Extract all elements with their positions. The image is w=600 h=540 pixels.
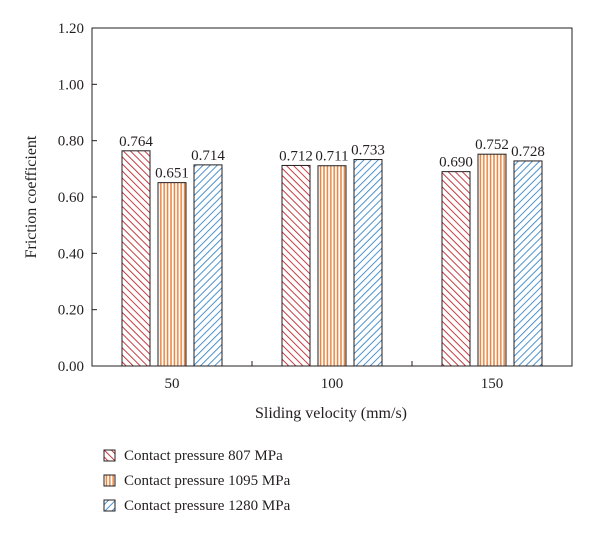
bar [281, 164, 311, 367]
y-tick-label: 0.00 [58, 359, 84, 375]
bar-value-label: 0.733 [351, 143, 385, 159]
legend-label: Contact pressure 1095 MPa [124, 473, 291, 489]
y-tick-label: 1.20 [58, 21, 84, 37]
legend-label: Contact pressure 807 MPa [124, 448, 283, 464]
legend: Contact pressure 807 MPa Contact pressure… [103, 448, 291, 514]
legend-label: Contact pressure 1280 MPa [124, 498, 291, 514]
bar [441, 171, 471, 367]
bar [121, 150, 151, 367]
bar-value-label: 0.728 [511, 144, 545, 160]
legend-swatch [103, 499, 116, 512]
bar-value-label: 0.764 [119, 134, 153, 150]
bar [157, 182, 187, 367]
y-tick-label: 0.60 [58, 190, 84, 206]
y-tick-label: 0.40 [58, 246, 84, 262]
bar-value-label: 0.714 [191, 148, 225, 164]
bar-value-label: 0.711 [315, 149, 348, 165]
legend-swatch [103, 474, 116, 487]
y-tick-label: 0.80 [58, 134, 84, 150]
x-tick-label: 150 [481, 376, 504, 392]
bar-value-label: 0.651 [155, 166, 189, 182]
x-tick-label: 50 [165, 376, 180, 392]
bar [353, 159, 383, 367]
bar-value-label: 0.690 [439, 155, 473, 171]
plot-area: 0.00 0.20 0.40 0.60 0.80 1.00 1.20 50 0.7640.651… [58, 21, 573, 392]
y-axis-title: Friction coefficient [23, 135, 40, 258]
legend-swatch [103, 449, 116, 462]
bar [513, 160, 543, 367]
x-axis-title: Sliding velocity (mm/s) [255, 405, 407, 422]
y-tick-label: 0.20 [58, 303, 84, 319]
bar [317, 165, 347, 367]
bar [193, 164, 223, 367]
bar-value-label: 0.752 [475, 137, 509, 153]
y-tick-label: 1.00 [58, 77, 84, 93]
bar [477, 153, 507, 367]
bar-value-label: 0.712 [279, 148, 313, 164]
x-tick-label: 100 [321, 376, 344, 392]
